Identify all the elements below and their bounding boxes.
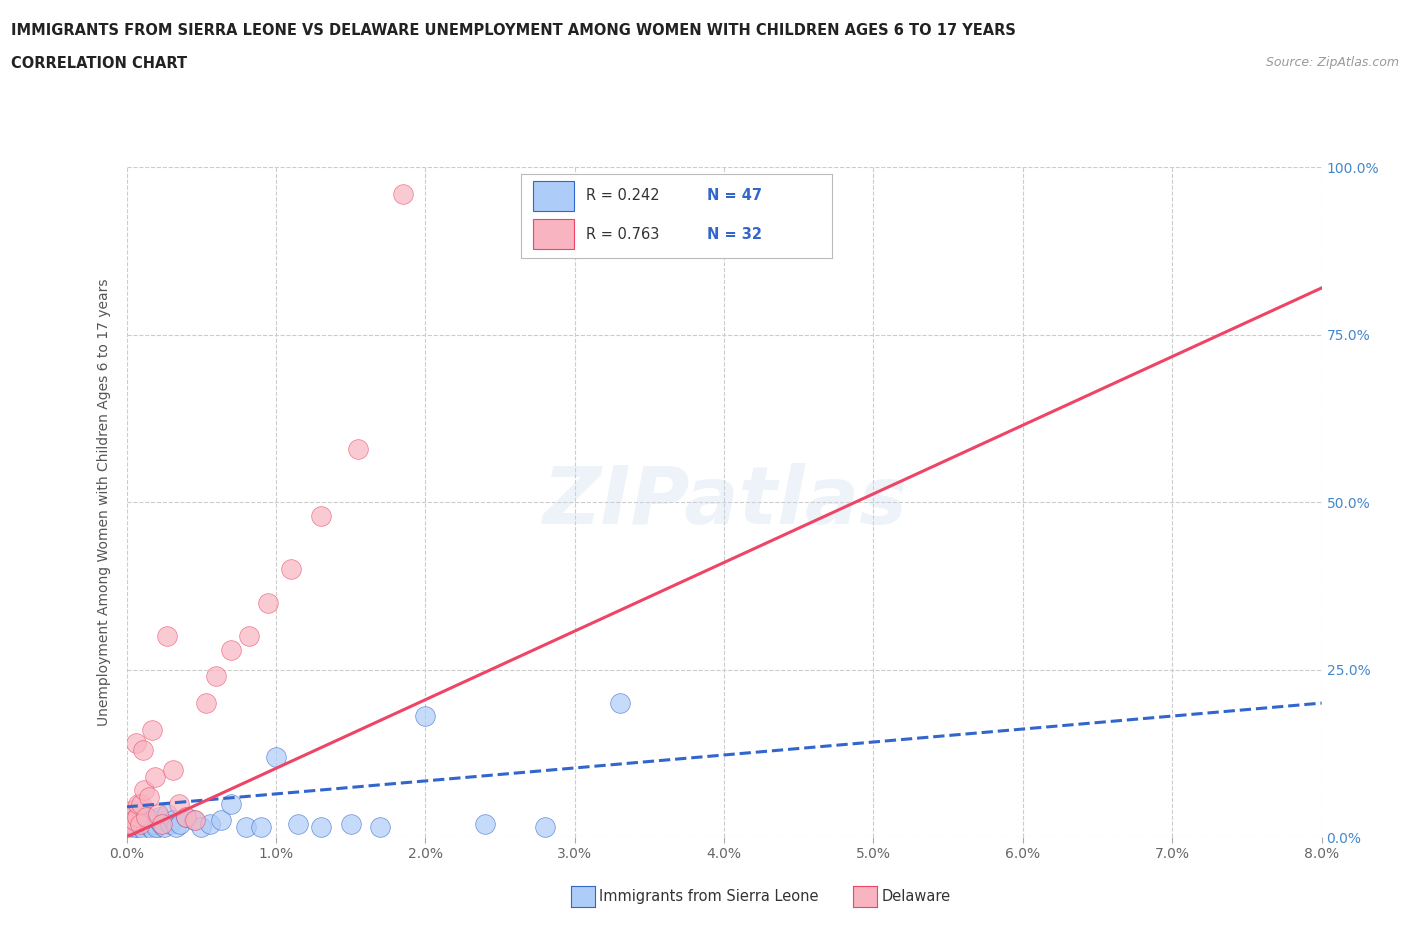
Point xyxy=(339,817,361,831)
Point xyxy=(392,187,415,202)
Point xyxy=(238,629,260,644)
Point xyxy=(200,817,222,831)
Point xyxy=(309,819,332,834)
Point xyxy=(235,819,257,834)
Point xyxy=(138,817,160,831)
Point xyxy=(131,796,153,811)
Point xyxy=(143,769,166,784)
Point xyxy=(183,813,205,828)
Point xyxy=(124,736,146,751)
Point xyxy=(167,796,190,811)
Point xyxy=(142,823,165,838)
Point xyxy=(209,813,232,828)
Point xyxy=(132,817,155,831)
Point xyxy=(219,642,242,657)
Text: CORRELATION CHART: CORRELATION CHART xyxy=(11,56,187,71)
Point xyxy=(219,796,242,811)
Point xyxy=(122,823,145,838)
Point xyxy=(120,813,142,828)
Point xyxy=(134,783,156,798)
Point xyxy=(129,806,152,821)
Point xyxy=(115,817,138,831)
Point xyxy=(125,817,148,831)
Point xyxy=(250,819,273,834)
Point xyxy=(127,813,149,828)
Text: Delaware: Delaware xyxy=(882,889,950,904)
Point xyxy=(205,669,228,684)
Point xyxy=(190,819,212,834)
Point xyxy=(162,763,184,777)
Point xyxy=(120,817,142,831)
Point xyxy=(150,817,174,831)
Point xyxy=(124,819,146,834)
Point xyxy=(146,806,169,821)
Point xyxy=(125,809,148,824)
Point xyxy=(156,806,179,821)
Point xyxy=(165,819,187,834)
Point xyxy=(280,562,302,577)
Point xyxy=(370,819,392,834)
Point xyxy=(122,813,145,828)
Point xyxy=(131,819,153,834)
Point xyxy=(132,742,155,757)
Point xyxy=(118,819,141,834)
Point xyxy=(121,817,143,831)
Point xyxy=(264,750,287,764)
Point xyxy=(287,817,309,831)
Point xyxy=(136,809,159,824)
Point xyxy=(135,813,157,828)
Point xyxy=(138,790,160,804)
Point xyxy=(257,595,280,610)
Point xyxy=(143,817,166,831)
Point xyxy=(309,508,332,523)
Point xyxy=(122,809,145,824)
Point xyxy=(156,629,179,644)
Point xyxy=(174,809,197,824)
Point xyxy=(194,696,217,711)
Point xyxy=(153,819,176,834)
Text: Immigrants from Sierra Leone: Immigrants from Sierra Leone xyxy=(599,889,818,904)
Point xyxy=(141,813,163,828)
Point xyxy=(145,819,167,834)
Point xyxy=(159,817,181,831)
Point xyxy=(148,809,170,824)
Point xyxy=(162,813,184,828)
Point xyxy=(121,803,143,817)
Text: Source: ZipAtlas.com: Source: ZipAtlas.com xyxy=(1265,56,1399,69)
Point xyxy=(174,809,197,824)
Point xyxy=(474,817,496,831)
Y-axis label: Unemployment Among Women with Children Ages 6 to 17 years: Unemployment Among Women with Children A… xyxy=(97,278,111,726)
Point xyxy=(139,819,162,834)
Point xyxy=(141,723,163,737)
Point xyxy=(184,813,207,828)
Point xyxy=(533,819,555,834)
Point xyxy=(347,441,370,456)
Point xyxy=(609,696,631,711)
Point xyxy=(413,709,436,724)
Point xyxy=(169,817,191,831)
Point xyxy=(134,823,156,838)
Point xyxy=(149,817,172,831)
Text: IMMIGRANTS FROM SIERRA LEONE VS DELAWARE UNEMPLOYMENT AMONG WOMEN WITH CHILDREN : IMMIGRANTS FROM SIERRA LEONE VS DELAWARE… xyxy=(11,23,1017,38)
Point xyxy=(115,817,138,831)
Text: ZIPatlas: ZIPatlas xyxy=(541,463,907,541)
Point xyxy=(118,809,141,824)
Point xyxy=(127,796,149,811)
Point xyxy=(146,813,169,828)
Point xyxy=(135,809,157,824)
Point xyxy=(129,817,152,831)
